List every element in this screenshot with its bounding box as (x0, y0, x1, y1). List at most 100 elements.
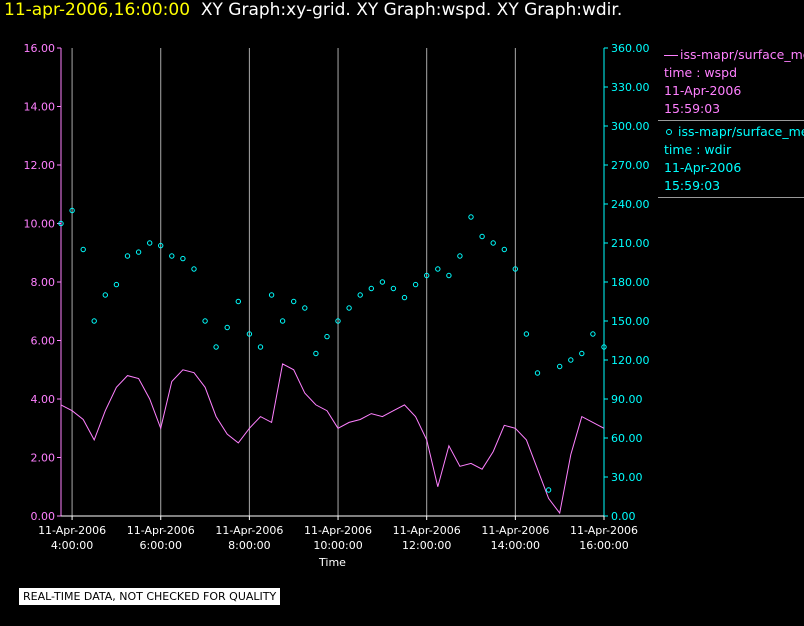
series-wdir-point (590, 331, 596, 337)
series-wdir-point (412, 281, 419, 288)
y-right-tick-label: 270.00 (611, 159, 650, 172)
series-wdir-point (379, 279, 386, 285)
series-wdir-point (291, 298, 297, 305)
y-right-tick-label: 0.00 (611, 510, 636, 523)
series-wdir-point (102, 292, 109, 298)
series-wdir-point (534, 370, 541, 376)
series-wdir-point (58, 220, 64, 227)
y-left-tick-label: 2.00 (31, 452, 56, 465)
series-wdir-point (113, 281, 120, 288)
x-tick-label-time: 14:00:00 (491, 539, 540, 552)
quality-disclaimer: REAL-TIME DATA, NOT CHECKED FOR QUALITY (19, 588, 281, 605)
series-wdir-point (124, 253, 131, 259)
series-wdir-point (191, 266, 197, 272)
series-wdir-point (512, 266, 518, 272)
series-wdir-point (202, 318, 208, 324)
x-tick-label-time: 4:00:00 (51, 539, 93, 552)
series-wdir-point (601, 344, 607, 350)
y-right-tick-label: 210.00 (611, 237, 650, 250)
series-wdir-point (169, 253, 175, 259)
series-wdir-point (135, 249, 142, 255)
series-wdir-point (346, 305, 352, 311)
x-tick-label-date: 11-Apr-2006 (127, 524, 195, 537)
header-datetime: 11-apr-2006,16:00:00 (4, 0, 191, 20)
series-wdir-point (435, 266, 441, 272)
series-wdir-point (579, 350, 585, 357)
y-right-tick-label: 360.00 (611, 42, 650, 55)
y-right-tick-label: 120.00 (611, 354, 650, 367)
series-wdir-point (457, 253, 463, 259)
y-right-tick-label: 300.00 (611, 120, 650, 133)
series-wdir-point (180, 255, 186, 262)
series-wspd-line (60, 363, 605, 515)
y-right-tick-label: 180.00 (611, 276, 650, 289)
series-wdir-point (91, 318, 97, 324)
legend-wspd-time: 15:59:03 (664, 101, 721, 116)
series-wdir-point (279, 318, 286, 324)
y-left-tick-label: 4.00 (31, 393, 56, 406)
series-wdir-point (80, 246, 86, 253)
series-wdir-point (390, 285, 397, 292)
series-wdir-point (468, 214, 474, 220)
x-tick-label-time: 16:00:00 (579, 539, 628, 552)
legend-wspd-date: 11-Apr-2006 (664, 83, 742, 98)
series-wdir-point (446, 272, 452, 279)
x-tick-label-date: 11-Apr-2006 (38, 524, 106, 537)
x-tick-label-date: 11-Apr-2006 (570, 524, 638, 537)
series-wdir-point (368, 285, 374, 292)
series-wdir-point (424, 272, 430, 279)
series-wdir-point (224, 324, 230, 331)
series-wdir-point (268, 292, 275, 298)
y-left-tick-label: 0.00 (31, 510, 56, 523)
y-right-tick-label: 60.00 (611, 432, 643, 445)
y-right-tick-label: 90.00 (611, 393, 643, 406)
y-right-tick-label: 240.00 (611, 198, 650, 211)
series-wdir-point (335, 318, 341, 324)
series-wdir-point (401, 294, 408, 301)
wspd-line-swatch (664, 55, 678, 56)
series-wdir-point (523, 331, 530, 337)
wdir-marker-swatch (666, 129, 672, 135)
legend-entry-wspd[interactable]: iss-mapr/surface_met time : wspd 11-Apr-… (658, 44, 804, 121)
series-wdir-point (246, 331, 253, 337)
series-wdir-point (490, 240, 496, 246)
series-wdir-point (235, 298, 242, 305)
y-left-tick-label: 14.00 (24, 101, 56, 114)
series-wdir-point (302, 305, 308, 311)
series-wdir-point (69, 207, 75, 214)
series-wdir-point (313, 350, 319, 357)
series-wdir-point (557, 363, 563, 370)
series-wdir-point (568, 357, 574, 363)
x-tick-label-date: 11-Apr-2006 (304, 524, 372, 537)
series-wdir-point (357, 292, 363, 298)
legend-wdir-field: time : wdir (664, 142, 732, 157)
series-wdir-point (257, 344, 264, 350)
legend-wspd-field: time : wspd (664, 65, 738, 80)
x-tick-label-time: 12:00:00 (402, 539, 451, 552)
legend-wspd-name: iss-mapr/surface_met (680, 47, 804, 62)
y-right-tick-label: 30.00 (611, 471, 643, 484)
legend-wdir-time: 15:59:03 (664, 178, 721, 193)
y-left-tick-label: 16.00 (24, 42, 56, 55)
x-tick-label-time: 10:00:00 (313, 539, 362, 552)
y-left-tick-label: 8.00 (31, 276, 56, 289)
y-left-tick-label: 12.00 (24, 159, 56, 172)
header-graph-list: XY Graph:xy-grid. XY Graph:wspd. XY Grap… (200, 0, 623, 20)
x-axis-label: Time (318, 556, 346, 569)
y-right-tick-label: 150.00 (611, 315, 650, 328)
header-title: 11-apr-2006,16:00:00 XY Graph:xy-grid. X… (4, 0, 622, 20)
series-wdir-point (545, 487, 552, 493)
legend-wdir-date: 11-Apr-2006 (664, 160, 742, 175)
x-tick-label-time: 8:00:00 (228, 539, 270, 552)
y-left-tick-label: 6.00 (31, 335, 56, 348)
x-tick-label-date: 11-Apr-2006 (215, 524, 283, 537)
legend-entry-wdir[interactable]: iss-mapr/surface_met time : wdir 11-Apr-… (658, 121, 804, 198)
x-tick-label-date: 11-Apr-2006 (393, 524, 461, 537)
series-wdir-point (479, 233, 485, 240)
series-wdir-point (501, 246, 507, 253)
x-tick-label-time: 6:00:00 (140, 539, 182, 552)
legend: iss-mapr/surface_met time : wspd 11-Apr-… (658, 44, 804, 198)
series-wdir-point (324, 333, 330, 340)
y-left-tick-label: 10.00 (24, 218, 56, 231)
series-wdir-point (147, 240, 153, 246)
